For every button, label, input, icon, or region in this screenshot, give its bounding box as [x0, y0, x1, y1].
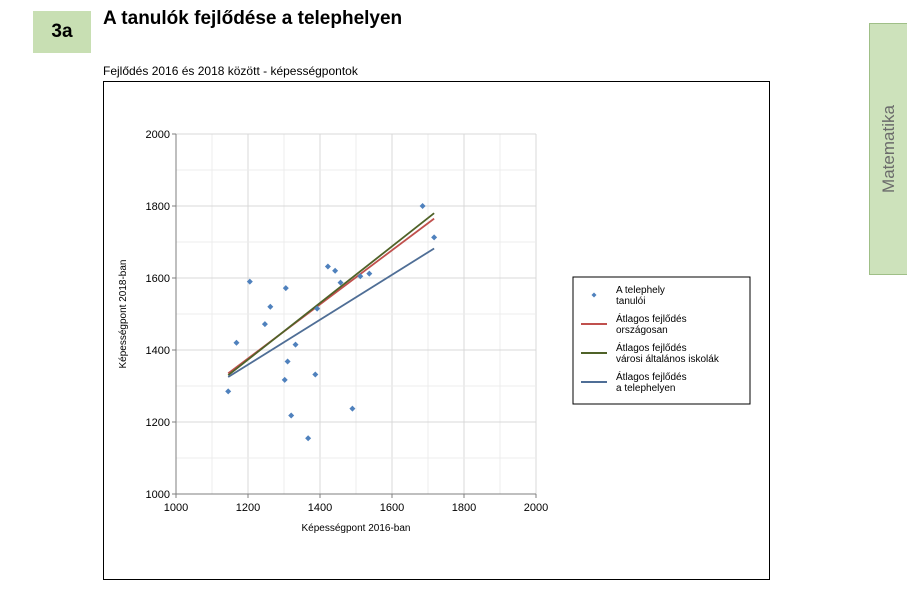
scatter-point — [288, 412, 295, 419]
subject-side-tab[interactable]: Matematika — [869, 23, 907, 275]
trend-line-2 — [227, 212, 435, 376]
y-axis-label: Képességpont 2018-ban — [118, 260, 129, 369]
scatter-point — [357, 273, 364, 280]
legend-label: Átlagos fejlődés — [616, 312, 687, 325]
legend-label: A telephely — [616, 285, 665, 296]
trend-line-3 — [227, 247, 435, 378]
scatter-point — [431, 234, 438, 241]
scatter-point — [419, 203, 426, 209]
y-tick-label: 1800 — [146, 201, 170, 213]
x-tick-label: 2000 — [524, 502, 548, 514]
legend-label: országosan — [616, 325, 668, 336]
page-title: A tanulók fejlődése a telephelyen — [103, 8, 403, 29]
scatter-point — [324, 263, 331, 270]
legend-marker — [591, 292, 597, 298]
scatter-point — [284, 358, 291, 365]
legend-label: Átlagos fejlődés — [616, 341, 687, 354]
legend-label: városi általános iskolák — [616, 354, 720, 365]
legend-box — [572, 276, 751, 405]
x-tick-label: 1400 — [308, 502, 332, 514]
section-badge: 3a — [33, 11, 91, 53]
x-tick-label: 1200 — [236, 502, 260, 514]
scatter-point — [312, 371, 319, 378]
scatter-point — [292, 341, 299, 348]
scatter-point — [281, 376, 288, 383]
scatter-point — [337, 279, 344, 286]
scatter-point — [305, 435, 312, 442]
scatter-point — [314, 305, 321, 312]
y-tick-label: 1400 — [146, 345, 170, 357]
x-tick-label: 1600 — [380, 502, 404, 514]
chart-subtitle: Fejlődés 2016 és 2018 között - képességp… — [103, 64, 358, 78]
y-tick-label: 2000 — [146, 129, 170, 141]
legend-label: Átlagos fejlődés — [616, 370, 687, 383]
scatter-point — [261, 321, 268, 328]
y-tick-label: 1000 — [146, 489, 170, 501]
x-axis-label: Képességpont 2016-ban — [302, 523, 411, 534]
scatter-point — [267, 303, 274, 310]
legend-label: tanulói — [616, 296, 645, 307]
scatter-point — [246, 278, 253, 285]
chart-frame: 1000 1200 1400 1600 1800 2000 1000 1200 1400 1600… — [103, 81, 770, 580]
scatter-point — [225, 388, 232, 395]
scatter-point — [233, 339, 240, 346]
y-tick-label: 1600 — [146, 273, 170, 285]
subject-side-tab-label: Matematika — [878, 105, 898, 193]
scatter-point — [332, 267, 339, 274]
legend-label: a telephelyen — [616, 383, 676, 394]
x-tick-label: 1000 — [164, 502, 188, 514]
scatter-point — [282, 285, 289, 292]
x-tick-label: 1800 — [452, 502, 476, 514]
y-tick-label: 1200 — [146, 417, 170, 429]
scatter-chart: 1000 1200 1400 1600 1800 2000 1000 1200 1400 1600… — [118, 129, 751, 534]
scatter-point — [366, 270, 373, 277]
scatter-point — [349, 405, 356, 412]
